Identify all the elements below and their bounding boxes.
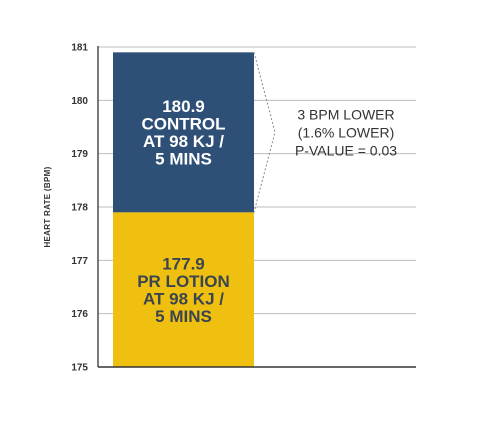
- bar-segment-pr-lotion: [113, 212, 254, 367]
- annotation-line: (1.6% LOWER): [298, 124, 394, 140]
- y-tick-label: 180: [71, 96, 88, 107]
- y-axis-title: HEART RATE (BPM): [43, 166, 52, 247]
- difference-bracket: [253, 52, 276, 213]
- axes: 181 180 179 178 177 176 175 HEART RATE (BPM): [43, 43, 416, 374]
- bar-label-line: CONTROL: [141, 115, 225, 134]
- y-tick-label: 176: [71, 309, 88, 320]
- bar-label-line: PR LOTION: [137, 272, 230, 291]
- y-tick-label: 175: [71, 363, 88, 374]
- y-tick-label: 177: [71, 256, 88, 267]
- bar-label-line: AT 98 KJ /: [143, 132, 224, 151]
- bar-label-line: 5 MINS: [155, 150, 212, 169]
- annotation: 3 BPM LOWER (1.6% LOWER) P-VALUE = 0.03: [253, 52, 397, 213]
- annotation-line: 3 BPM LOWER: [297, 106, 394, 122]
- annotation-line: P-VALUE = 0.03: [295, 142, 397, 158]
- bar-label-line: 5 MINS: [155, 307, 212, 326]
- bar-label-line: 177.9: [162, 254, 205, 273]
- y-tick-label: 178: [71, 203, 88, 214]
- bar-label-line: AT 98 KJ /: [143, 289, 224, 308]
- bar-segment-control: [113, 52, 254, 213]
- y-tick-label: 179: [71, 149, 88, 160]
- bar-label-line: 180.9: [162, 97, 205, 116]
- y-tick-label: 181: [71, 43, 88, 54]
